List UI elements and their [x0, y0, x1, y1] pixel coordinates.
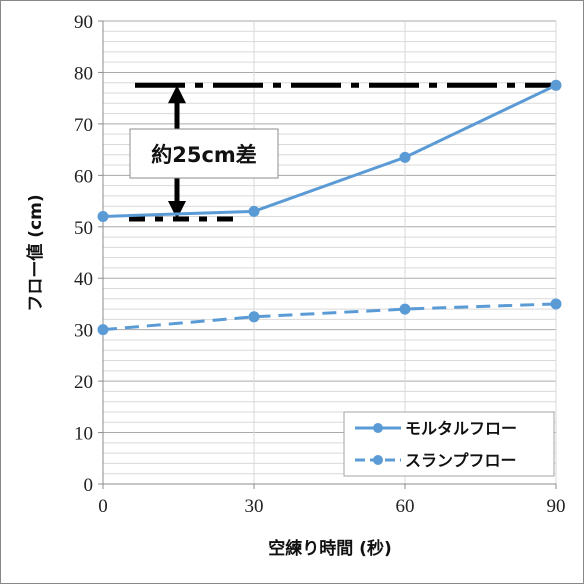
y-axis-title: フロー値 (cm)	[25, 194, 46, 311]
y-tick-label: 70	[74, 115, 93, 136]
y-tick-labels: 0 10 20 30 40 50 60 70 80 90	[74, 12, 93, 496]
arrow-head-down	[168, 201, 186, 220]
y-tick-label: 90	[74, 12, 93, 33]
legend-swatch-slump-marker	[373, 455, 383, 465]
x-tick-label: 60	[396, 496, 415, 517]
annotation-label: 約25cm差	[151, 143, 257, 167]
annotation-box	[129, 128, 279, 179]
axes	[98, 20, 557, 489]
y-tick-label: 50	[74, 218, 93, 239]
data-point-mortar	[550, 79, 562, 91]
x-tick-label: 90	[547, 496, 566, 517]
series-lines	[97, 79, 562, 336]
y-tick-label: 10	[74, 424, 93, 445]
series-line-slump	[102, 302, 557, 332]
legend: モルタルフロー スランプフロー	[343, 411, 555, 477]
legend-label-mortar: モルタルフロー	[405, 419, 517, 438]
y-tick-label: 80	[74, 63, 93, 84]
y-tick-label: 40	[74, 269, 93, 290]
grid-lines	[103, 20, 557, 484]
y-tick-label: 0	[84, 475, 94, 496]
data-point-mortar	[97, 210, 109, 222]
data-point-slump	[550, 298, 562, 310]
y-tick-label: 30	[74, 321, 93, 342]
legend-label-slump: スランプフロー	[405, 451, 517, 470]
data-point-mortar	[248, 205, 260, 217]
arrow-head-up	[168, 85, 186, 104]
data-point-slump	[399, 303, 411, 315]
y-tick-label: 60	[74, 166, 93, 187]
x-tick-label: 30	[245, 496, 264, 517]
series-line-mortar	[102, 83, 557, 218]
data-point-slump	[97, 324, 109, 336]
legend-box	[343, 411, 555, 477]
difference-annotation: 約25cm差	[129, 82, 556, 222]
x-tick-label: 0	[98, 496, 108, 517]
data-point-mortar	[399, 151, 411, 163]
legend-swatch-mortar-marker	[373, 423, 383, 433]
y-tick-label: 20	[74, 372, 93, 393]
x-tick-labels: 0 30 60 90	[98, 496, 565, 517]
x-axis-title: 空練り時間 (秒)	[268, 538, 391, 559]
data-point-slump	[248, 311, 260, 323]
